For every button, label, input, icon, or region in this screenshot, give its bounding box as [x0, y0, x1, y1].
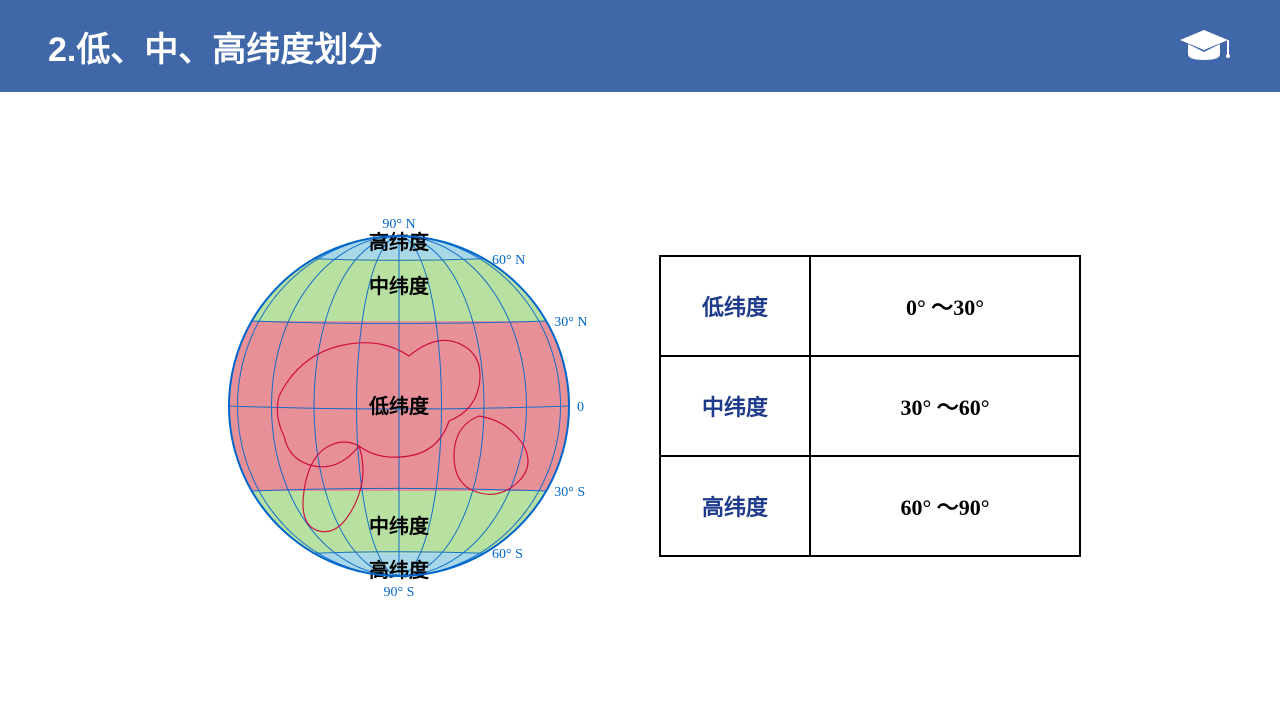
latitude-tick-label: 30° S	[554, 485, 585, 500]
table-row: 中纬度30° ～60°	[660, 356, 1080, 456]
zone-name-cell: 高纬度	[660, 456, 810, 556]
band-label: 高纬度	[369, 558, 430, 582]
latitude-tick-label: 90° N	[382, 217, 415, 232]
latitude-tick-label: 90° S	[384, 585, 415, 600]
slide-header: 2.低、中、高纬度划分	[0, 0, 1280, 92]
slide-content: 高纬度中纬度低纬度中纬度高纬度90° N60° N30° N030° S60° …	[0, 92, 1280, 720]
band-label: 中纬度	[369, 514, 430, 538]
band-label: 中纬度	[369, 274, 430, 298]
zone-name-cell: 低纬度	[660, 256, 810, 356]
zone-range-cell: 0° ～30°	[810, 256, 1080, 356]
zone-range-cell: 30° ～60°	[810, 356, 1080, 456]
slide-title: 2.低、中、高纬度划分	[48, 22, 382, 71]
table-row: 低纬度0° ～30°	[660, 256, 1080, 356]
latitude-tick-label: 0	[577, 400, 584, 415]
latitude-tick-label: 60° N	[492, 253, 525, 268]
latitude-table: 低纬度0° ～30°中纬度30° ～60°高纬度60° ～90°	[659, 255, 1081, 557]
globe-diagram: 高纬度中纬度低纬度中纬度高纬度90° N60° N30° N030° S60° …	[199, 186, 599, 626]
graduation-cap-icon	[1176, 26, 1232, 66]
latitude-tick-label: 60° S	[492, 547, 523, 562]
zone-name-cell: 中纬度	[660, 356, 810, 456]
band-label: 低纬度	[368, 394, 430, 418]
latitude-tick-label: 30° N	[554, 315, 587, 330]
table-row: 高纬度60° ～90°	[660, 456, 1080, 556]
band-label: 高纬度	[369, 230, 430, 254]
zone-range-cell: 60° ～90°	[810, 456, 1080, 556]
globe-svg: 高纬度中纬度低纬度中纬度高纬度90° N60° N30° N030° S60° …	[199, 186, 599, 626]
